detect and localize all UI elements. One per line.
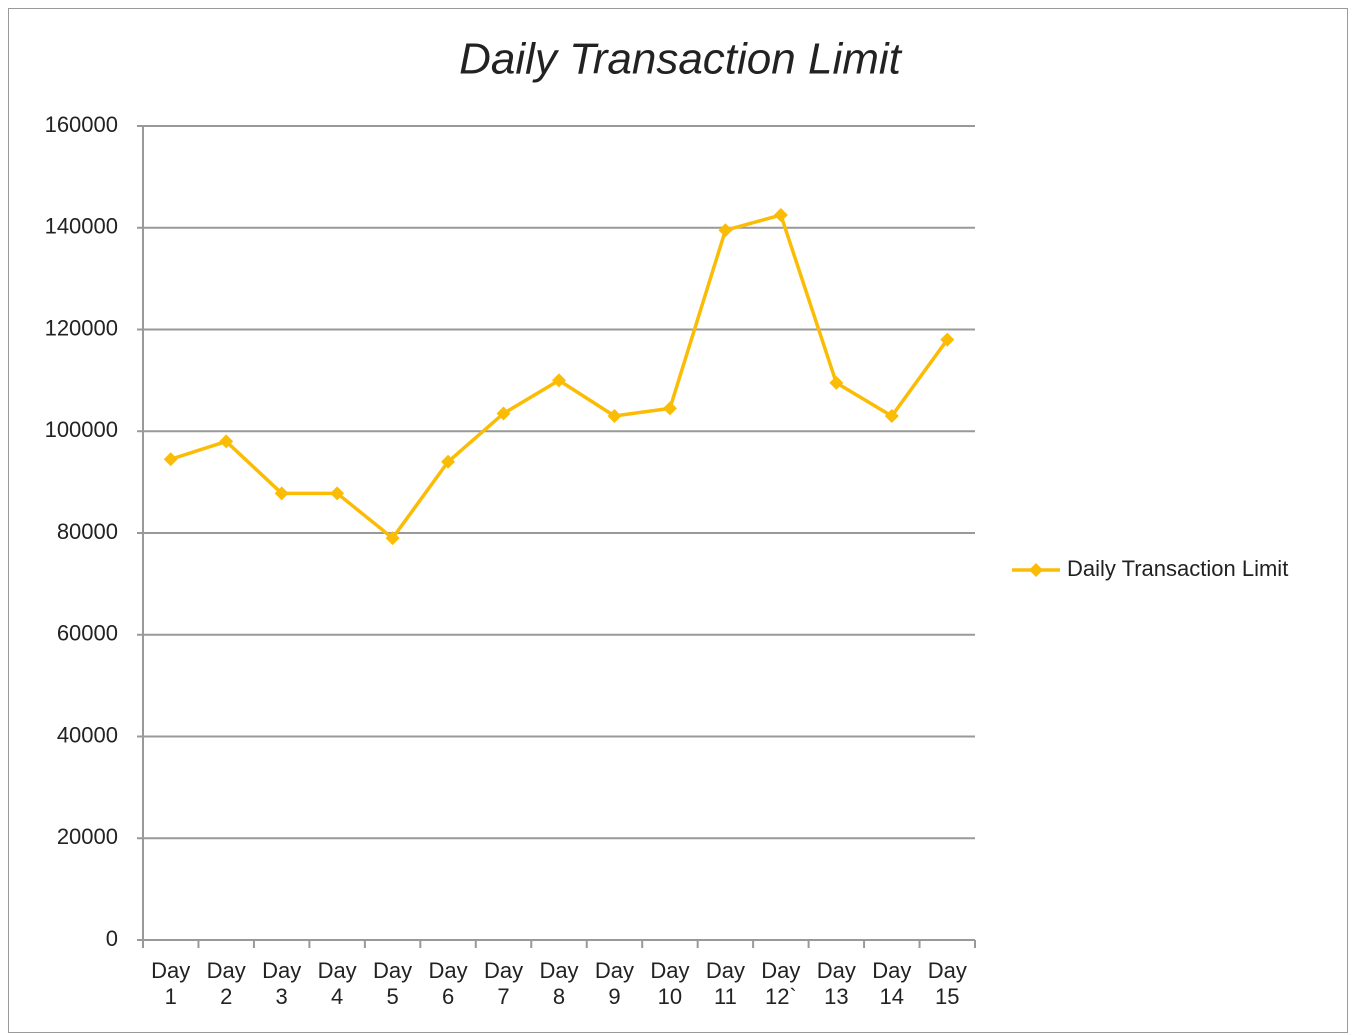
x-tick-label: Day 9 — [594, 958, 635, 1009]
data-point — [385, 531, 400, 546]
x-tick-label: Day 15 — [927, 958, 967, 1009]
x-tick-label: Day 14 — [872, 958, 912, 1009]
x-tick-label: Day 10 — [650, 958, 690, 1009]
legend-marker — [1029, 563, 1043, 577]
y-tick-label: 80000 — [57, 519, 118, 544]
y-tick-label: 140000 — [45, 214, 118, 239]
data-point — [773, 208, 788, 223]
y-tick-label: 160000 — [45, 112, 118, 137]
x-tick-label: Day 8 — [539, 958, 579, 1009]
data-point — [718, 223, 733, 238]
data-point — [219, 434, 234, 449]
y-tick-label: 20000 — [57, 824, 118, 849]
data-point — [441, 454, 456, 469]
y-tick-label: 60000 — [57, 621, 118, 646]
data-point — [884, 408, 899, 423]
y-tick-label: 40000 — [57, 722, 118, 747]
data-point — [496, 406, 511, 421]
data-point — [330, 486, 345, 501]
x-tick-label: Day 6 — [428, 958, 468, 1009]
data-point — [607, 408, 622, 423]
data-point — [829, 375, 844, 390]
y-tick-label: 120000 — [45, 315, 118, 340]
x-tick-label: Day 5 — [373, 958, 413, 1009]
x-tick-label: Day 1 — [151, 958, 191, 1009]
x-tick-label: Day 4 — [317, 958, 357, 1009]
data-point — [940, 332, 955, 347]
data-point — [274, 486, 289, 501]
legend-label: Daily Transaction Limit — [1067, 556, 1288, 581]
x-tick-label: Day 7 — [483, 958, 524, 1009]
x-tick-label: Day 11 — [705, 958, 745, 1009]
y-tick-label: 100000 — [45, 417, 118, 442]
chart-title: Daily Transaction Limit — [459, 35, 903, 84]
x-tick-label: Day 2 — [206, 958, 246, 1009]
data-point — [163, 452, 178, 467]
x-tick-label: Day 12` — [761, 958, 801, 1009]
x-tick-label: Day 13 — [816, 958, 856, 1009]
data-point — [662, 401, 677, 416]
x-tick-label: Day 3 — [262, 958, 302, 1009]
data-point — [552, 373, 566, 388]
y-tick-label: 0 — [106, 926, 118, 951]
chart-frame — [8, 8, 1348, 1033]
